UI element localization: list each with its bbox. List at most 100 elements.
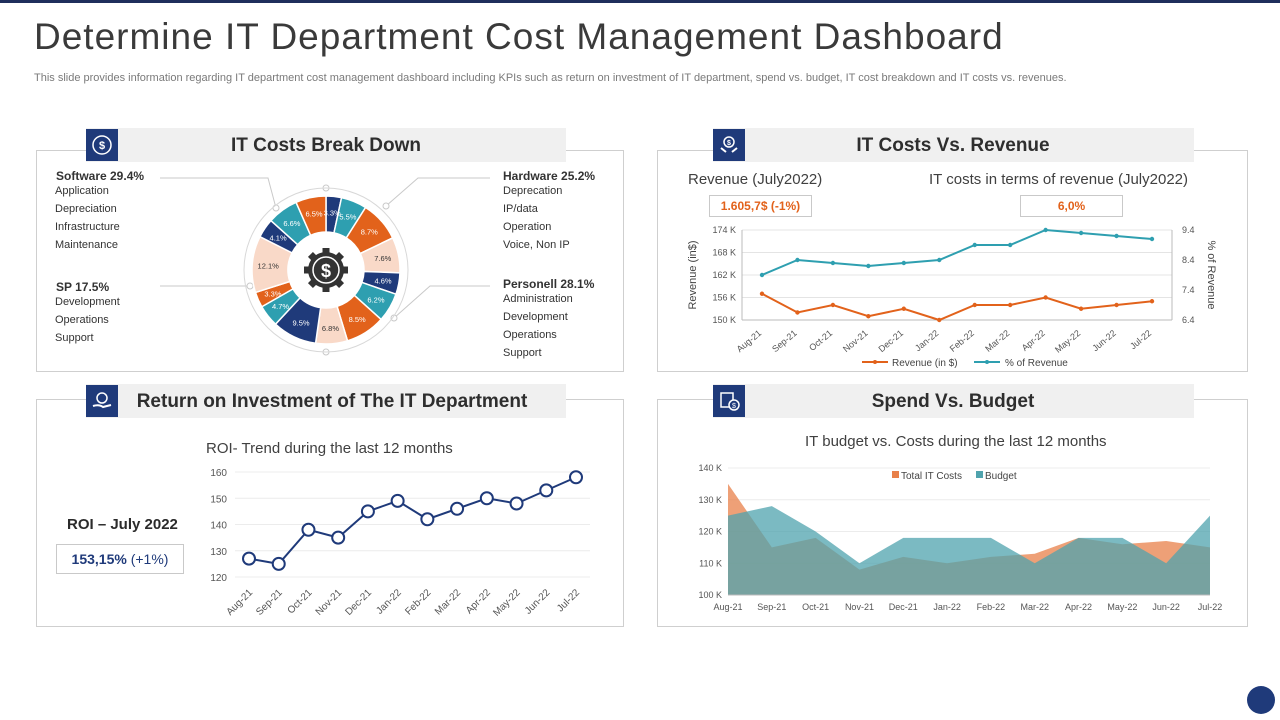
roi-point	[539, 483, 554, 498]
software-item: Infrastructure	[55, 221, 120, 233]
legend-label: Revenue (in $)	[892, 358, 958, 369]
roi-point	[360, 504, 375, 519]
y2-axis-label: % of Revenue	[1205, 240, 1217, 309]
donut-slice-label: 4.7%	[272, 302, 289, 311]
x-tick-label: Apr-22	[1020, 328, 1047, 353]
y-tick-label: 130 K	[698, 495, 722, 505]
y-tick-label: 150 K	[712, 315, 736, 325]
gear-tooth	[333, 277, 345, 289]
percent-revenue-point	[1078, 230, 1084, 236]
revenue-header: IT Costs Vs. Revenue	[713, 128, 1194, 162]
y-tick-label: 120	[210, 573, 227, 584]
donut-slice-label: 4.1%	[270, 233, 287, 242]
personell-title: Personell 28.1%	[503, 277, 595, 291]
roi-point	[450, 501, 465, 516]
y-tick-label: 140 K	[698, 463, 722, 473]
x-tick-label: Aug-21	[713, 602, 742, 612]
it-cost-percent-value: 6,0%	[1020, 195, 1123, 217]
x-tick-label: May-22	[1053, 328, 1082, 355]
connector-dot	[382, 202, 390, 210]
gear-tooth	[322, 284, 330, 292]
y-tick-label: 150	[210, 494, 227, 505]
sp-item: Support	[55, 332, 94, 344]
gear-tooth	[307, 251, 319, 263]
hardware-title: Hardware 25.2%	[503, 169, 596, 183]
revenue-point	[1043, 295, 1048, 300]
donut-slice-label: 6.2%	[367, 295, 384, 304]
y-tick-label: 100 K	[698, 590, 722, 600]
x-tick-label: Feb-22	[948, 328, 976, 354]
percent-revenue-point	[866, 263, 871, 269]
x-tick-label: Nov-21	[314, 587, 345, 618]
spend-vs-budget-area-chart: 100 K 110 K 120 K 130 K 140 K Aug-21 Sep-21 Oct…	[698, 463, 1223, 612]
gear-tooth	[304, 266, 312, 274]
x-tick-label: Mar-22	[433, 587, 463, 617]
y-tick-label: 110 K	[699, 558, 722, 568]
donut-outer-ring	[243, 187, 409, 353]
x-tick-label: Sep-21	[254, 587, 285, 618]
x-tick-label: Oct-21	[286, 587, 315, 616]
x-tick-label: Dec-21	[876, 328, 905, 354]
x-tick-label: Jun-22	[523, 587, 553, 617]
y2-tick-label: 9.4	[1182, 225, 1195, 235]
x-tick-label: Aug-21	[225, 587, 256, 618]
revenue-header-title: IT Costs Vs. Revenue	[856, 135, 1050, 156]
gear-tooth	[340, 266, 348, 274]
x-tick-label: Sep-21	[770, 328, 799, 354]
connector-line	[160, 177, 277, 209]
svg-text:$: $	[732, 403, 736, 410]
legend-label: Total IT Costs	[901, 471, 962, 482]
roi-point	[242, 551, 256, 566]
revenue-line-chart: 150 K 156 K 162 K 168 K 174 K 6.4 7.4 8.4 9.4 Aug…	[687, 225, 1217, 369]
percent-revenue-point	[1007, 242, 1013, 248]
personell-item: Operations	[503, 329, 557, 341]
percent-revenue-point	[972, 242, 977, 248]
x-tick-label: Oct-21	[802, 602, 829, 612]
gear-tooth	[333, 251, 345, 263]
y-tick-label: 140	[210, 521, 227, 532]
svg-text:$: $	[99, 140, 105, 152]
legend-marker	[873, 360, 877, 364]
revenue-point	[1114, 302, 1119, 308]
roi-chart-title: ROI- Trend during the last 12 months	[206, 440, 453, 457]
it-cost-percent-title: IT costs in terms of revenue (July2022)	[929, 171, 1188, 188]
revenue-point	[759, 291, 765, 296]
x-tick-label: Jan-22	[913, 328, 941, 353]
money-bag-icon: $	[86, 129, 118, 161]
x-tick-label: Oct-21	[807, 328, 834, 353]
breakdown-header-title: IT Costs Break Down	[230, 135, 422, 156]
x-tick-label: Apr-22	[1065, 602, 1092, 612]
donut-slice-label: 8.7%	[361, 227, 378, 236]
legend-label: % of Revenue	[1005, 358, 1068, 369]
roi-point	[390, 493, 405, 508]
y-tick-label: 120 K	[698, 527, 722, 537]
revenue-point	[972, 302, 977, 308]
percent-revenue-point	[937, 257, 942, 263]
x-tick-label: Jul-22	[1198, 602, 1223, 612]
x-tick-label: Feb-22	[977, 602, 1006, 612]
revenue-point	[901, 306, 907, 311]
x-tick-label: May-22	[491, 587, 523, 619]
revenue-kpi-value: 1.605,7$ (-1%)	[709, 195, 812, 217]
roi-point	[301, 522, 316, 537]
x-tick-label: Dec-21	[343, 587, 374, 618]
sp-item: Development	[55, 296, 120, 308]
percent-revenue-point	[795, 257, 800, 263]
spend-header: Spend Vs. Budget	[713, 384, 1194, 418]
x-tick-label: Jan-22	[374, 587, 404, 617]
donut-slice-label: 12.1%	[258, 261, 280, 270]
percent-revenue-point	[830, 260, 836, 266]
page-number-badge	[1247, 686, 1275, 714]
y-tick-label: 174 K	[712, 225, 736, 235]
roi-header-title: Return on Investment of The IT Departmen…	[136, 391, 528, 412]
connector-dot	[272, 204, 280, 212]
personell-item: Support	[503, 347, 542, 359]
connector-line	[393, 285, 490, 319]
budget-document-icon: $	[713, 385, 745, 417]
roi-kpi-label: ROI – July 2022	[67, 516, 178, 533]
connector-line	[385, 177, 490, 207]
revenue-kpi-title: Revenue (July2022)	[688, 171, 823, 188]
revenue-point	[1078, 306, 1084, 311]
donut-slice-label: 7.6%	[374, 254, 391, 263]
donut-slice-label: 9.5%	[292, 318, 309, 327]
